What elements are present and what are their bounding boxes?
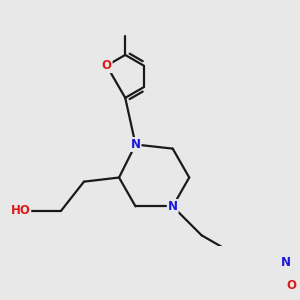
Text: N: N (130, 138, 141, 151)
Text: N: N (281, 256, 291, 269)
Text: O: O (102, 59, 112, 72)
Text: O: O (286, 279, 297, 292)
Text: N: N (168, 200, 178, 213)
Text: HO: HO (11, 204, 30, 217)
